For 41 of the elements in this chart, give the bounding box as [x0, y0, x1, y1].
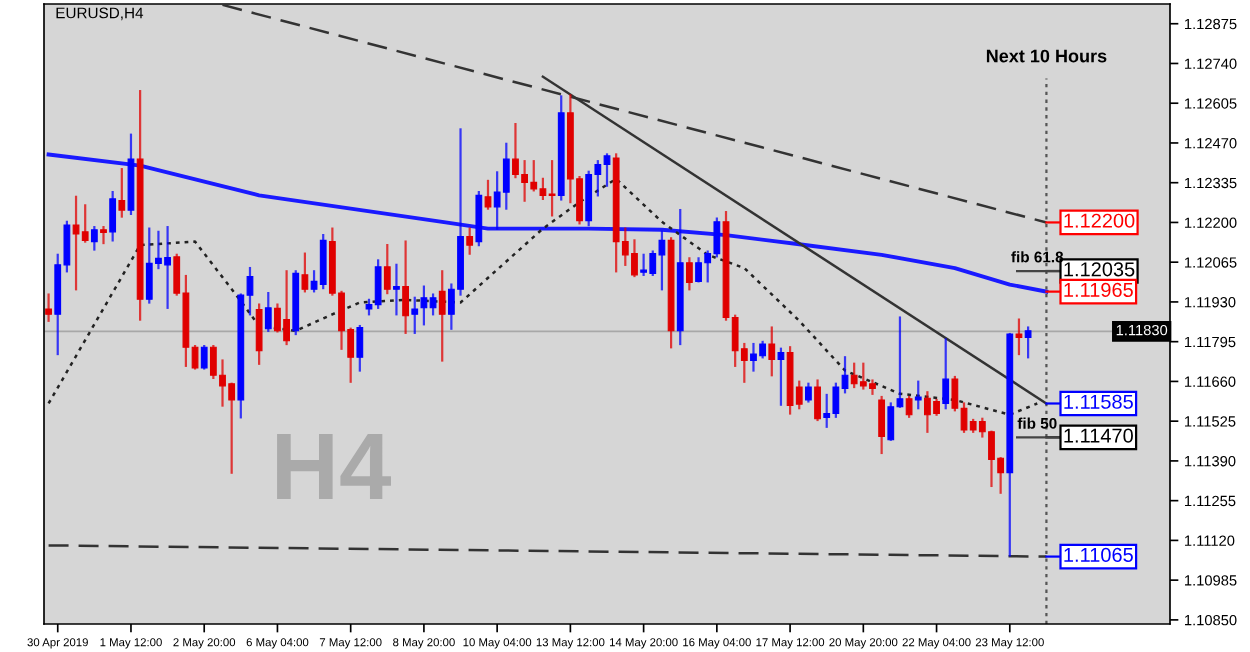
candlestick [502, 142, 510, 210]
candlestick [585, 170, 593, 227]
candlestick [90, 226, 98, 251]
candlestick [942, 338, 950, 410]
candlestick [466, 227, 474, 255]
candlestick [264, 291, 272, 332]
candlestick [402, 240, 409, 334]
candlestick [411, 296, 419, 334]
candlestick [393, 263, 400, 316]
candlestick [45, 293, 52, 322]
candlestick [438, 270, 446, 362]
ref-line-label: 1.11585 [1064, 394, 1133, 409]
candlestick [100, 226, 107, 245]
candlestick [383, 244, 391, 295]
candlestick [356, 324, 364, 372]
candlestick [1015, 318, 1023, 356]
ref-line-label: 1.12035 [1064, 262, 1135, 277]
candlestick [109, 191, 117, 242]
candlestick [887, 402, 895, 441]
candlestick [685, 257, 693, 291]
candlestick [1024, 326, 1032, 359]
candlestick [255, 303, 263, 365]
candlestick [118, 168, 126, 218]
candlestick [777, 347, 785, 406]
candlestick [81, 204, 89, 243]
candlestick [319, 233, 327, 290]
candlestick [768, 326, 776, 377]
candlestick [475, 191, 483, 247]
ref-line-label: 1.11065 [1064, 547, 1133, 562]
candlestick [905, 395, 913, 418]
ref-line-label: 1.11965 [1064, 282, 1133, 297]
candlestick [200, 344, 208, 370]
ref-line-label: 1.12200 [1064, 213, 1135, 228]
candlestick [914, 380, 922, 410]
candlestick [878, 395, 886, 455]
candlestick [301, 252, 309, 293]
candlestick [823, 393, 831, 428]
candlestick [640, 253, 648, 276]
ref-line-label: 1.11470 [1064, 428, 1133, 443]
annotation: Next 10 Hours [986, 49, 1107, 63]
candlestick [814, 379, 821, 422]
